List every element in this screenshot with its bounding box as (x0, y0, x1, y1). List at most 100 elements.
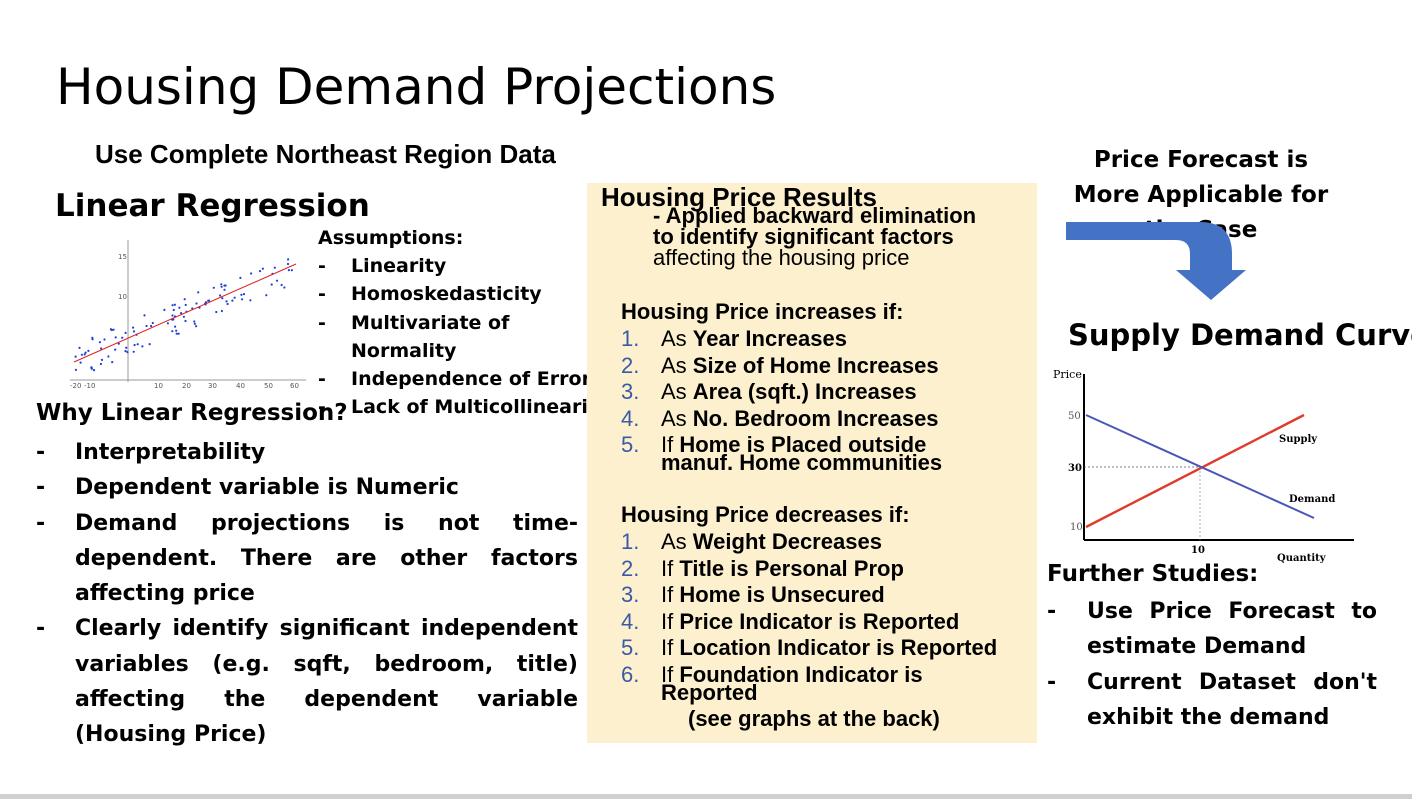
scatter-x-tick: 50 (264, 382, 273, 390)
scatter-x-tick: 60 (290, 382, 299, 390)
scatter-x-tick: -20 (70, 382, 81, 390)
scatter-point (150, 324, 153, 328)
scatter-point (258, 270, 262, 273)
price-forecast-note: Price Forecast is More Applicable for th… (1073, 147, 1329, 243)
scatter-point (178, 306, 181, 309)
scatter-point (184, 319, 187, 323)
scatter-point (79, 361, 82, 364)
scatter-point (207, 299, 210, 302)
scatter-point (275, 279, 279, 282)
scatter-point (99, 362, 102, 366)
x-tick-label: 10 (1191, 545, 1205, 556)
scatter-y-tick: 10 (118, 293, 127, 301)
scatter-point (107, 355, 110, 358)
price-axis-label: Price (1053, 368, 1082, 381)
scatter-point (92, 369, 96, 372)
slide-subtitle: Use Complete Northeast Region Data (95, 139, 556, 169)
scatter-point (212, 286, 215, 289)
further-studies-list: - Use Price Forecast to estimate Demand -… (1047, 594, 1377, 735)
scatter-point (223, 288, 226, 291)
scatter-point (250, 272, 253, 275)
assumptions-block: Assumptions: - Linearity - Homoskedasticit… (318, 224, 609, 421)
scatter-point (286, 262, 290, 266)
further-item: - Use Price Forecast to estimate Demand (1047, 599, 1377, 660)
results-box (587, 183, 1037, 743)
scatter-point (193, 320, 196, 323)
regression-line (73, 263, 297, 363)
scatter-point (103, 338, 106, 341)
scatter-point (143, 314, 146, 317)
scatter-point (273, 266, 276, 269)
scatter-point (290, 269, 293, 272)
scatter-point (133, 343, 136, 347)
scatter-point (220, 283, 223, 286)
scatter-point (171, 304, 174, 307)
scatter-point (175, 332, 178, 335)
scatter-point (90, 366, 93, 369)
further-item: - Current Dataset don't exhibit the deman… (1047, 669, 1377, 730)
scatter-point (220, 285, 223, 288)
scatter-point (195, 325, 198, 328)
scatter-point (124, 331, 127, 334)
y-tick-label: 50 (1068, 411, 1081, 422)
scatter-point (219, 294, 222, 297)
scatter-x-tick: 10 (154, 382, 163, 390)
scatter-x-tick: 40 (236, 382, 245, 390)
scatter-point (136, 343, 139, 346)
y-tick-label: 10 (1070, 522, 1083, 533)
scatter-point (283, 286, 286, 289)
scatter-point (240, 293, 243, 296)
bent-arrow-icon (1066, 222, 1246, 300)
scatter-point (239, 276, 242, 279)
scatter-point (109, 328, 112, 331)
scatter-point (183, 298, 186, 301)
assumption-item-continued: Normality (351, 339, 457, 362)
scatter-point (112, 328, 115, 331)
assumption-item: - Linearity (318, 255, 447, 278)
results-description: - Applied backward elimination to identi… (653, 203, 977, 270)
supply-demand-heading: Supply Demand Curve (1068, 318, 1412, 352)
scatter-point (171, 330, 174, 333)
scatter-point (91, 338, 94, 341)
scatter-point (182, 315, 185, 318)
scatter-point (87, 349, 90, 352)
scatter-point (126, 351, 129, 354)
results-heading: Housing Price Results (601, 182, 877, 212)
scatter-point (195, 302, 198, 305)
regression-scatter-plot: 15 10 -20 -10 10 20 30 40 50 60 (70, 240, 306, 390)
scatter-point (287, 269, 290, 272)
assumption-item: - Homoskedasticity (318, 283, 542, 306)
scatter-point (249, 299, 252, 302)
demand-line (1085, 414, 1315, 519)
scatter-point (80, 353, 83, 356)
scatter-point (100, 358, 104, 361)
scatter-point (114, 336, 117, 339)
scatter-point (221, 297, 224, 300)
decrease-heading: Housing Price decreases if: (621, 502, 910, 527)
demand-curve-label: Demand (1289, 494, 1335, 505)
scatter-point (261, 267, 264, 270)
scatter-point (83, 353, 86, 356)
scatter-point (224, 284, 227, 287)
assumptions-label: Assumptions: (318, 227, 464, 249)
scatter-point (177, 332, 180, 335)
y-tick-label: 30 (1068, 463, 1082, 474)
scatter-point (100, 347, 103, 350)
why-linear-regression-heading: Why Linear Regression? (36, 400, 348, 426)
scatter-point (74, 355, 77, 358)
supply-demand-chart: Price 50 30 10 10 Quantity Supply Demand (1053, 368, 1354, 564)
assumption-item: - Independence of Errors (318, 368, 603, 391)
scatter-y-tick: 15 (118, 253, 127, 261)
scatter-point (148, 343, 151, 346)
scatter-point (225, 300, 228, 303)
scatter-point (193, 322, 196, 325)
scatter-point (117, 342, 120, 345)
scatter-point (173, 303, 176, 306)
scatter-point (124, 350, 127, 353)
supply-curve-label: Supply (1279, 434, 1318, 445)
scatter-point (166, 322, 169, 325)
scatter-point (111, 361, 114, 364)
scatter-point (145, 324, 148, 328)
why-list: - Interpretability - Dependent variable is… (36, 435, 578, 753)
scatter-point (125, 346, 128, 349)
